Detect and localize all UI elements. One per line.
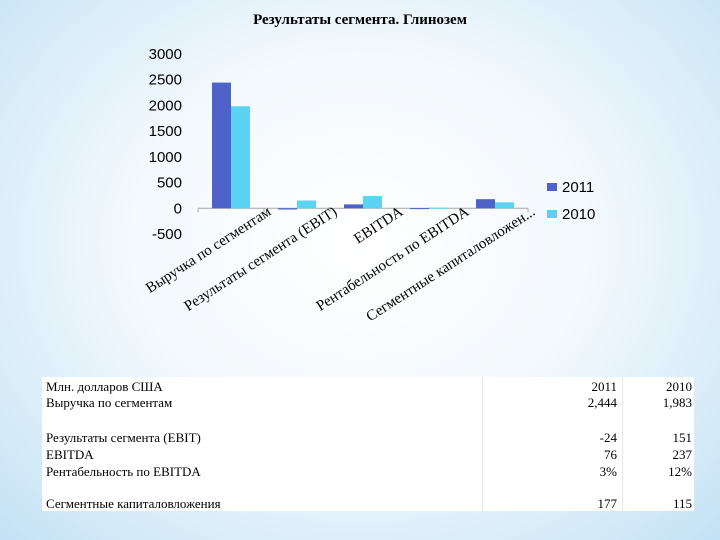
- y-tick-label: 1500: [149, 123, 182, 140]
- y-axis-ticks: -500 0 500 1000 1500 2000 2500 3000: [149, 46, 182, 243]
- bar-2011: [278, 208, 297, 210]
- legend-swatch: [547, 183, 557, 191]
- y-tick-label: 2500: [149, 72, 182, 89]
- table-row-label: Результаты сегмента (EBIT): [46, 430, 201, 445]
- table-cell: 151: [672, 430, 693, 445]
- bar-2011: [212, 82, 231, 209]
- bar-2011: [476, 199, 495, 209]
- legend-label: 2010: [562, 206, 595, 223]
- table-row-label: Выручка по сегментам: [46, 395, 173, 410]
- category-label: EBITDA: [351, 204, 406, 247]
- table-cell: 76: [604, 447, 617, 462]
- bar-2010: [495, 202, 514, 209]
- bar-2010: [231, 106, 250, 209]
- chart-title: Результаты сегмента. Глинозем: [253, 12, 467, 28]
- table-2011-column: 2011 2,444 -24 76 3% 177: [482, 377, 623, 511]
- table-row-label: Рентабельность по EBITDA: [46, 464, 201, 479]
- legend-label: 2011: [562, 179, 594, 196]
- table-cell: 177: [597, 496, 618, 511]
- data-table: Млн. долларов США Выручка по сегментам Р…: [42, 377, 694, 511]
- bar-2011: [410, 208, 429, 210]
- x-axis-tick-marks: [197, 208, 529, 213]
- table-header-label: Млн. долларов США: [46, 379, 163, 394]
- table-cell: 3%: [599, 464, 617, 479]
- bar-2010: [363, 196, 382, 209]
- y-tick-label: 500: [157, 175, 182, 192]
- table-row-label: EBITDA: [46, 447, 94, 462]
- table-cell: 1,983: [662, 395, 692, 410]
- legend-swatch: [547, 210, 557, 218]
- legend: 2011 2010: [547, 179, 595, 223]
- table-2010-column: 2010 1,983 151 237 12% 115: [622, 377, 695, 511]
- table-cell: 2,444: [587, 395, 617, 410]
- bar-2010: [297, 200, 316, 209]
- table-year-header: 2010: [666, 379, 692, 394]
- table-cell: 115: [672, 496, 692, 511]
- bars-group: [212, 82, 514, 210]
- table-cell: -24: [599, 430, 617, 445]
- y-tick-label: 1000: [149, 149, 182, 166]
- table-row-label: Сегментные капиталовложения: [46, 496, 221, 511]
- bar-2011: [344, 204, 363, 209]
- y-tick-label: 0: [174, 200, 182, 217]
- table-cell: 12%: [668, 464, 692, 479]
- y-tick-label: -500: [152, 226, 182, 243]
- y-tick-label: 3000: [149, 46, 182, 63]
- bar-chart: -500 0 500 1000 1500 2000 2500 3000 Выручка по …: [143, 46, 595, 325]
- bar-2010: [429, 207, 448, 209]
- y-tick-label: 2000: [149, 97, 182, 114]
- table-cell: 237: [672, 447, 693, 462]
- table-label-column: Млн. долларов США Выручка по сегментам Р…: [42, 377, 486, 511]
- table-year-header: 2011: [591, 379, 617, 394]
